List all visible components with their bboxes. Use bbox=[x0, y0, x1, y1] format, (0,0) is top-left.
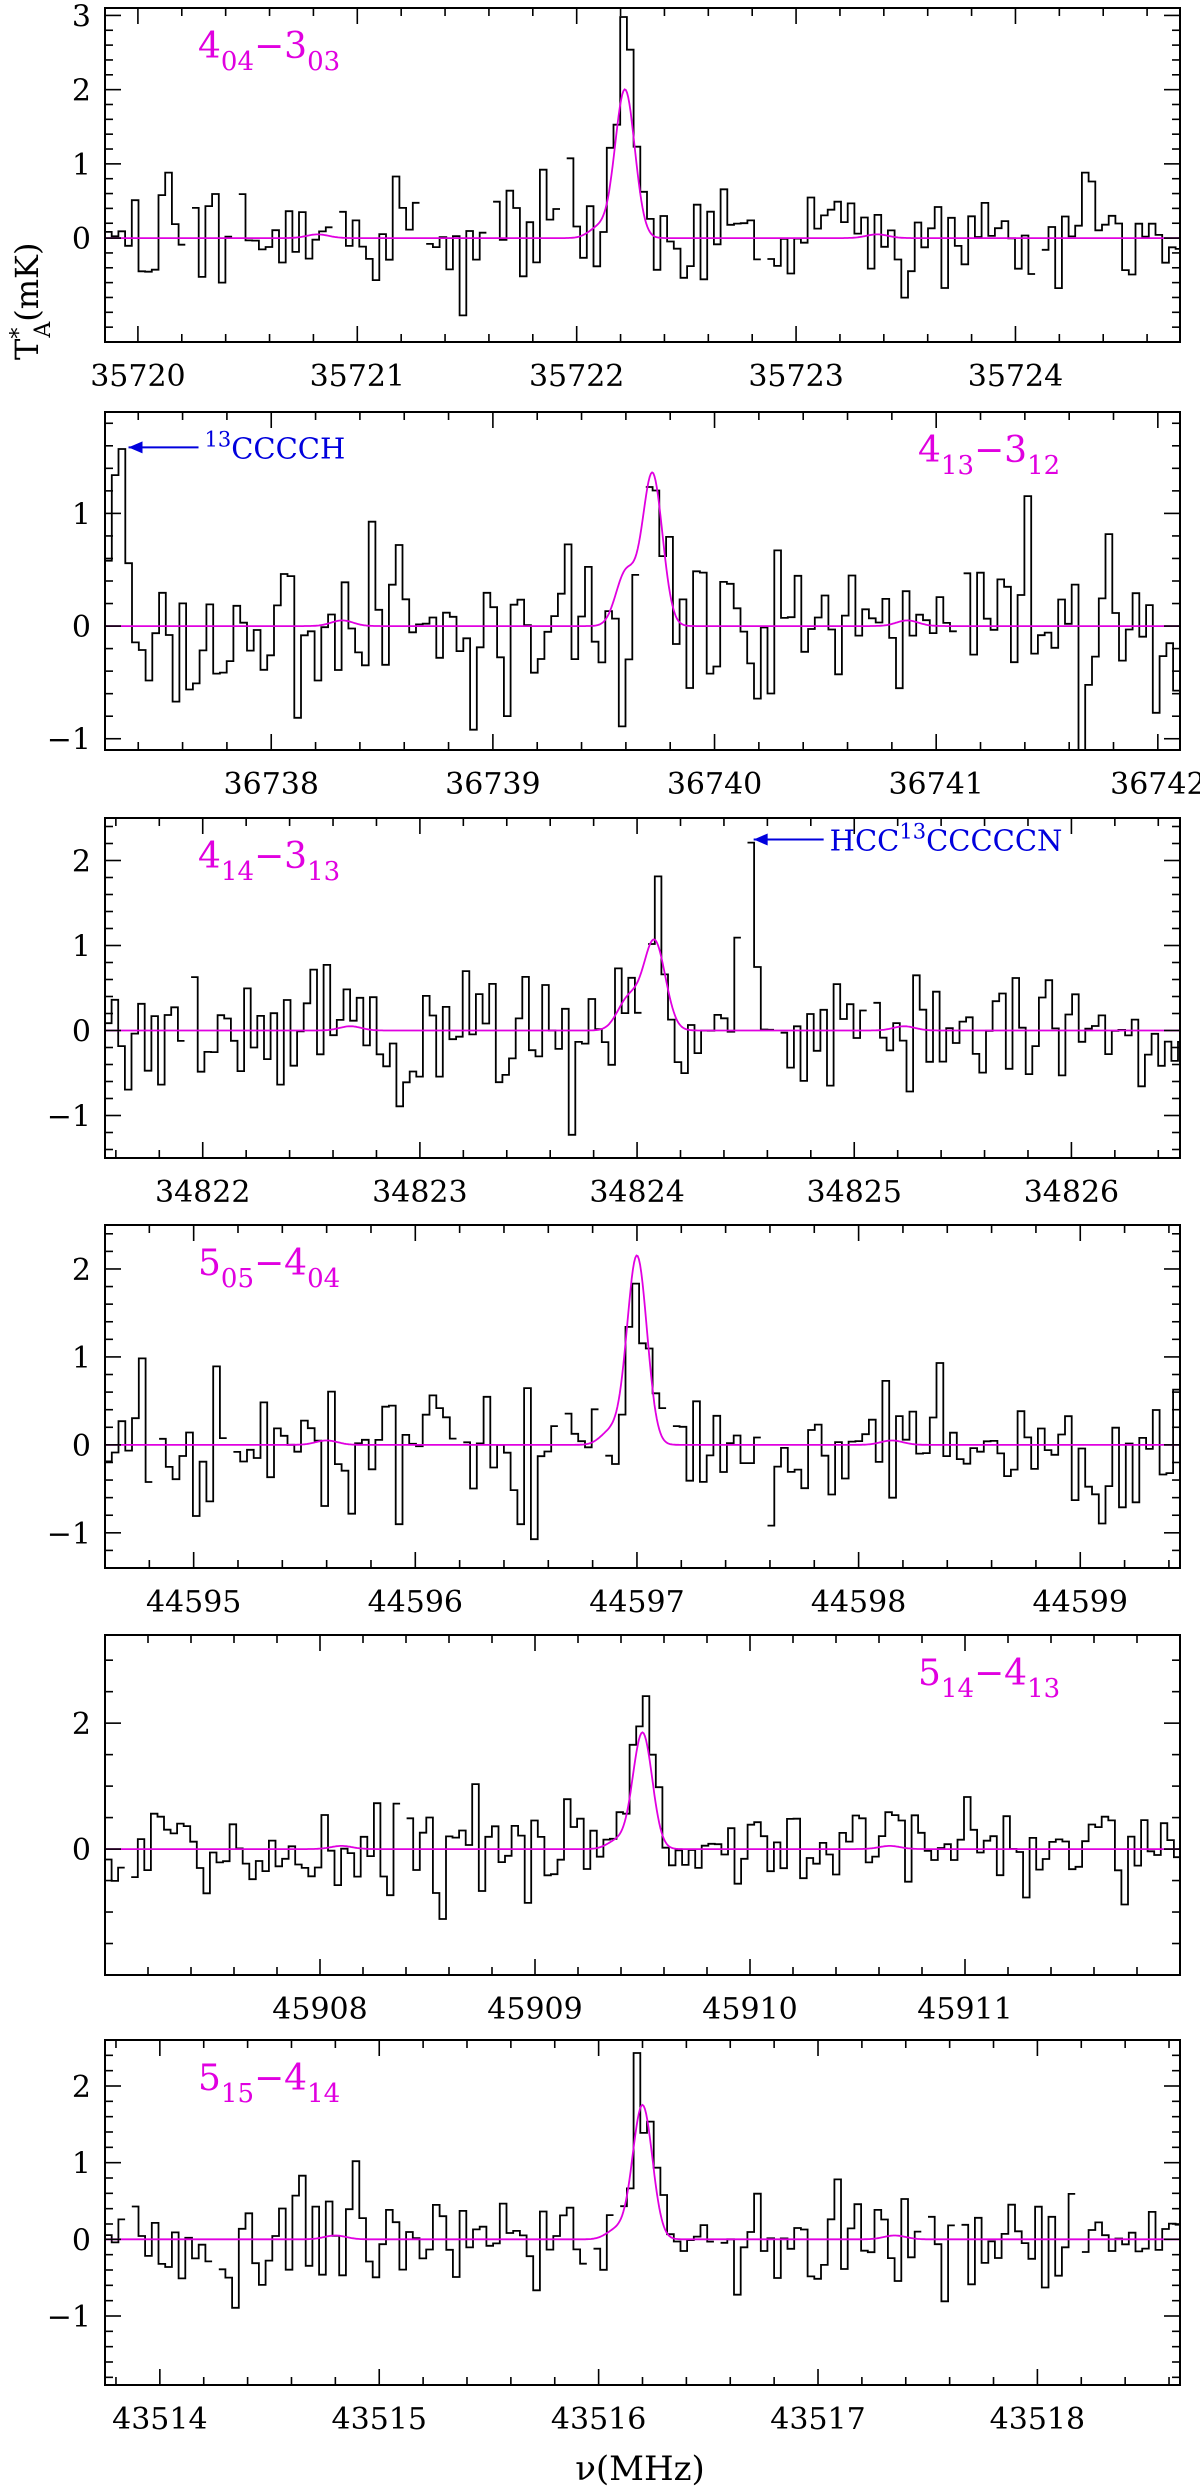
observed-spectrum bbox=[105, 1695, 1180, 1920]
y-tick-label: 3 bbox=[72, 0, 91, 34]
x-tick-label: 35721 bbox=[310, 359, 405, 394]
observed-spectrum bbox=[105, 841, 1180, 1136]
y-tick-label: 2 bbox=[72, 74, 91, 109]
x-tick-label: 34822 bbox=[155, 1175, 250, 1210]
x-tick-label: 35724 bbox=[968, 359, 1063, 394]
x-tick-label: 34823 bbox=[372, 1175, 467, 1210]
y-tick-label: 0 bbox=[72, 222, 91, 257]
annotation-label: HCC13CCCCCN bbox=[830, 820, 1063, 858]
y-tick-label: 0 bbox=[72, 1833, 91, 1868]
y-tick-label: 0 bbox=[72, 2223, 91, 2258]
observed-spectrum bbox=[105, 1282, 1180, 1541]
y-tick-label: 2 bbox=[72, 2070, 91, 2105]
y-tick-label: −1 bbox=[47, 723, 91, 758]
x-tick-label: 36742 bbox=[1110, 767, 1200, 802]
y-tick-label: 0 bbox=[72, 610, 91, 645]
x-tick-label: 36738 bbox=[224, 767, 319, 802]
y-tick-label: 1 bbox=[72, 1341, 91, 1376]
y-tick-label: −1 bbox=[47, 2300, 91, 2335]
x-tick-label: 34825 bbox=[807, 1175, 902, 1210]
panel-4: 44595 44596 44597 44598 44599 −1 0 1 2 505−404 bbox=[47, 1224, 1181, 1620]
x-tick-label: 43518 bbox=[990, 2402, 1085, 2437]
y-tick-label: 2 bbox=[72, 845, 91, 880]
x-tick-label: 44598 bbox=[811, 1585, 906, 1620]
x-tick-label: 34826 bbox=[1024, 1175, 1119, 1210]
plot-frame bbox=[104, 1634, 1181, 1976]
panel-6: 43514 43515 43516 43517 43518 −1 0 1 2 515−414 bbox=[47, 2039, 1181, 2437]
x-tick-label: 44599 bbox=[1033, 1585, 1128, 1620]
x-tick-label: 35723 bbox=[748, 359, 843, 394]
model-fit bbox=[105, 1254, 1180, 1446]
y-tick-label: 0 bbox=[72, 1015, 91, 1050]
y-tick-label: 0 bbox=[72, 1429, 91, 1464]
y-tick-label: 2 bbox=[72, 1707, 91, 1742]
annotation-label: 13CCCCH bbox=[205, 427, 346, 465]
observed-spectrum bbox=[105, 2052, 1180, 2309]
x-axis-label: ν(MHz) bbox=[575, 2449, 705, 2489]
x-tick-label: 36740 bbox=[667, 767, 762, 802]
y-tick-label: 1 bbox=[72, 497, 91, 532]
plot-frame bbox=[104, 7, 1181, 343]
model-fit bbox=[105, 2103, 1180, 2241]
panel-5: 45908 45909 45910 45911 0 2 514−413 bbox=[72, 1634, 1181, 2027]
plot-frame bbox=[104, 817, 1181, 1159]
panel-2: 36738 36739 36740 36741 36742 −1 0 1 413−312 13CC… bbox=[47, 411, 1200, 802]
x-tick-label: 45909 bbox=[487, 1992, 582, 2027]
x-tick-label: 43517 bbox=[770, 2402, 865, 2437]
panel-3: 34822 34823 34824 34825 34826 −1 0 1 2 414−313 HCC… bbox=[47, 817, 1181, 1210]
observed-spectrum bbox=[105, 16, 1180, 317]
transition-label: 505−404 bbox=[198, 1243, 340, 1294]
x-tick-label: 34824 bbox=[589, 1175, 684, 1210]
x-tick-label: 44596 bbox=[368, 1585, 463, 1620]
y-tick-label: 1 bbox=[72, 2147, 91, 2182]
x-tick-label: 45908 bbox=[272, 1992, 367, 2027]
y-tick-label: 2 bbox=[72, 1253, 91, 1288]
x-tick-label: 45910 bbox=[702, 1992, 797, 2027]
y-tick-label: 1 bbox=[72, 930, 91, 965]
transition-label: 413−312 bbox=[918, 430, 1060, 481]
x-tick-label: 44595 bbox=[146, 1585, 241, 1620]
y-tick-label: −1 bbox=[47, 1517, 91, 1552]
model-fit bbox=[105, 471, 1180, 627]
x-tick-label: 35722 bbox=[529, 359, 624, 394]
x-tick-label: 43515 bbox=[332, 2402, 427, 2437]
x-tick-label: 36739 bbox=[445, 767, 540, 802]
x-tick-label: 43514 bbox=[112, 2402, 207, 2437]
model-fit bbox=[105, 938, 1180, 1032]
x-tick-label: 35720 bbox=[90, 359, 185, 394]
observed-spectrum bbox=[105, 448, 1180, 750]
model-fit bbox=[105, 1731, 1180, 1850]
x-tick-label: 44597 bbox=[589, 1585, 684, 1620]
transition-label: 515−414 bbox=[198, 2058, 340, 2109]
transition-label: 414−313 bbox=[198, 836, 340, 887]
x-tick-label: 45911 bbox=[917, 1992, 1012, 2027]
x-tick-label: 36741 bbox=[888, 767, 983, 802]
model-fit bbox=[105, 88, 1180, 239]
panel-1: 35720 35721 35722 35723 35724 0 1 2 3 404−303 bbox=[72, 0, 1181, 394]
y-tick-label: 1 bbox=[72, 148, 91, 183]
x-tick-label: 43516 bbox=[551, 2402, 646, 2437]
transition-label: 404−303 bbox=[198, 26, 340, 77]
transition-label: 514−413 bbox=[918, 1653, 1060, 1704]
plot-frame bbox=[104, 1224, 1181, 1569]
y-axis-label: T*A(mK) bbox=[7, 243, 56, 360]
y-tick-label: −1 bbox=[47, 1100, 91, 1135]
